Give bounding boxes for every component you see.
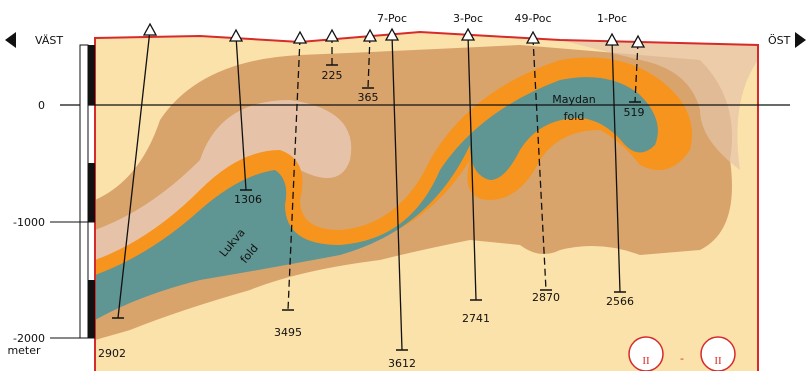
well-head xyxy=(144,24,156,35)
fold-type: fold xyxy=(564,110,585,123)
well-name: 49-Poc xyxy=(515,12,552,25)
well-head xyxy=(230,30,242,41)
section-separator: - xyxy=(680,352,684,365)
section-label: II xyxy=(642,355,650,367)
depth-label: 0 xyxy=(38,99,45,112)
fold-name: Maydan xyxy=(552,93,595,106)
depth-label: -1000 xyxy=(13,216,45,229)
east-arrow xyxy=(795,32,806,48)
well-name: 7-Poc xyxy=(377,12,407,25)
well-depth: 225 xyxy=(322,69,343,82)
well-depth: 3495 xyxy=(274,326,302,339)
well-depth: 3612 xyxy=(388,357,416,370)
well-depth: 2902 xyxy=(98,347,126,360)
direction-label: ÖST xyxy=(768,34,791,47)
well-depth: 1306 xyxy=(234,193,262,206)
well-depth: 365 xyxy=(358,91,379,104)
well-depth: 2566 xyxy=(606,295,634,308)
depth-unit: meter xyxy=(7,344,41,357)
direction-label: VÄST xyxy=(35,34,63,47)
cross-section: 0 -1000 -2000 meter VÄST ÖST 29021306349… xyxy=(0,0,806,371)
well-head xyxy=(326,30,338,41)
well-head xyxy=(294,32,306,43)
well-head xyxy=(606,34,618,45)
well-depth: 519 xyxy=(624,106,645,119)
well-depth: 2741 xyxy=(462,312,490,325)
section-label: II xyxy=(714,355,722,367)
strata xyxy=(95,32,758,371)
well-depth: 2870 xyxy=(532,291,560,304)
scale-bar xyxy=(50,45,95,338)
well-name: 3-Poc xyxy=(453,12,483,25)
west-arrow xyxy=(5,32,16,48)
well-name: 1-Poc xyxy=(597,12,627,25)
